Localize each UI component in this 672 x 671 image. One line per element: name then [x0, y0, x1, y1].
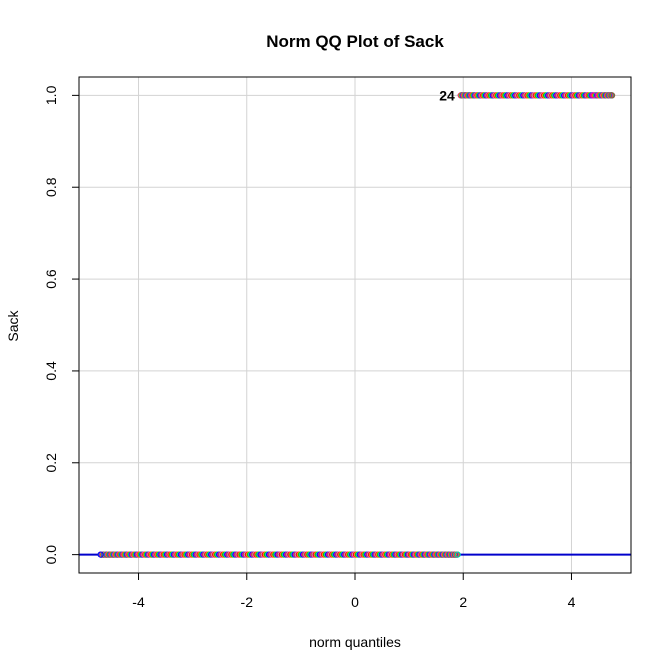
- x-axis-label: norm quantiles: [309, 634, 401, 650]
- point-annotations: 24: [439, 87, 455, 103]
- y-tick-label-5: 1.0: [43, 85, 59, 105]
- y-axis-ticks: 0.0 0.2 0.4 0.6 0.8 1.0: [43, 85, 79, 564]
- chart-title: Norm QQ Plot of Sack: [266, 32, 444, 51]
- data-points: [97, 92, 616, 558]
- x-tick-label-3: 2: [459, 594, 467, 610]
- x-tick-label-2: 0: [351, 594, 359, 610]
- x-axis-ticks: -4 -2 0 2 4: [132, 573, 576, 610]
- point-outlier-s1-1: [609, 92, 616, 99]
- point-s0-459: [454, 551, 461, 558]
- y-tick-label-3: 0.6: [43, 269, 59, 289]
- y-tick-label-4: 0.8: [43, 177, 59, 197]
- y-tick-label-2: 0.4: [43, 361, 59, 381]
- x-tick-label-4: 4: [568, 594, 576, 610]
- y-axis-label: Sack: [5, 309, 21, 341]
- y-tick-label-0: 0.0: [43, 545, 59, 565]
- annotation-label-0: 24: [439, 87, 455, 103]
- grid-lines: [79, 77, 631, 573]
- point-outlier-s0-0: [97, 551, 104, 558]
- x-tick-label-1: -2: [241, 594, 254, 610]
- point-outlier-s1-0: [590, 92, 597, 99]
- y-tick-label-1: 0.2: [43, 453, 59, 473]
- x-tick-label-0: -4: [132, 594, 145, 610]
